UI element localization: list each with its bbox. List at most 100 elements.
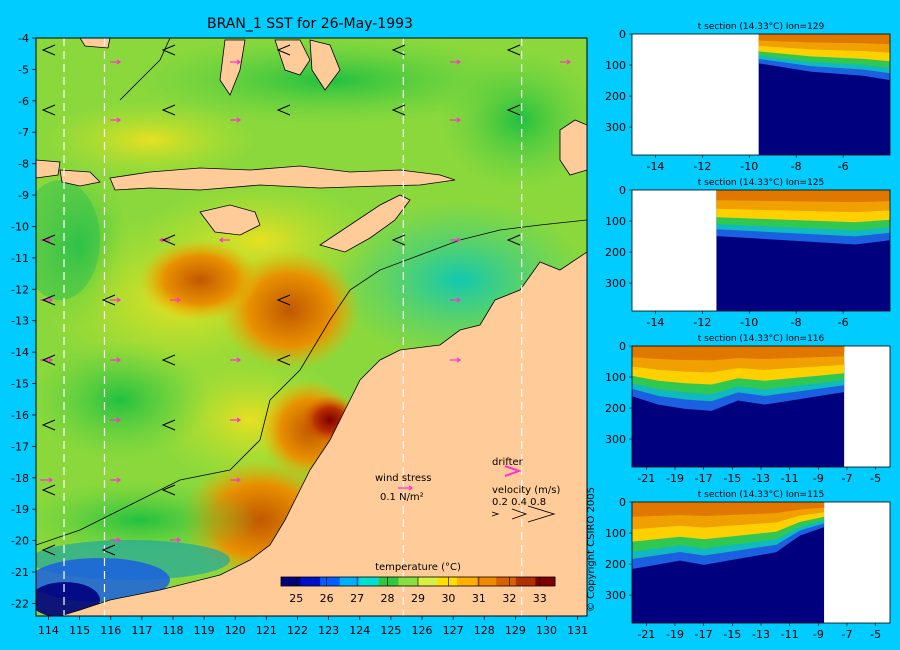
drifter-icon xyxy=(504,465,522,477)
section-y-tick-label: 300 xyxy=(605,121,626,134)
map-lon-tick-label: 124 xyxy=(349,624,370,637)
section-y-tick-label: 100 xyxy=(605,215,626,228)
island-sulawesi-south xyxy=(219,39,246,96)
colorbar: temperature (°C) 25 26 27 28 29 30 31 32 33 xyxy=(280,562,556,605)
map-lon-tick-label: 120 xyxy=(225,624,246,637)
map-lat-tick-label: -10 xyxy=(11,220,29,233)
isobath-contour xyxy=(36,219,587,546)
section-x-tick-label: -14 xyxy=(646,160,664,173)
section-y-tick-label: 100 xyxy=(605,59,626,72)
section-x-tick-label: -9 xyxy=(813,472,824,485)
section-x-tick-label: -11 xyxy=(781,628,799,641)
map-lat-tick-label: -21 xyxy=(11,566,29,579)
australia-landmass xyxy=(59,251,587,616)
wind-stress-unit: 0.1 N/m² xyxy=(380,492,424,503)
colorbar-cells xyxy=(281,577,556,586)
map-lat-tick-label: -12 xyxy=(11,283,29,296)
colorbar-tick-label: 33 xyxy=(533,592,547,605)
colorbar-tick-label: 29 xyxy=(411,592,425,605)
section-panel-3: t section (14.33°C) lon=116 0 100 200 300 -21… xyxy=(605,334,891,485)
map-lat-tick-label: -17 xyxy=(11,440,29,453)
map-lon-tick-label: 114 xyxy=(38,624,59,637)
colorbar-cell xyxy=(476,577,497,586)
section-x-tick-label: -7 xyxy=(842,472,853,485)
map-lon-tick-label: 131 xyxy=(567,624,588,637)
section-y-tick-label: 300 xyxy=(605,433,626,446)
section-frame xyxy=(631,33,891,156)
map-lon-tick-label: 128 xyxy=(474,624,495,637)
section-panel-2: t section (14.33°C) lon=125 0 100 200 300 -14… xyxy=(605,178,891,329)
map-lat-tick-label: -4 xyxy=(18,32,29,45)
section-x-tick-label: -12 xyxy=(693,316,711,329)
land xyxy=(36,38,587,616)
colorbar-tick-label: 32 xyxy=(502,592,516,605)
section-temperature-layer xyxy=(632,346,845,361)
section-lines xyxy=(63,38,523,616)
map-lon-tick-label: 130 xyxy=(536,624,557,637)
colorbar-tick-label: 30 xyxy=(441,592,455,605)
map-legend: wind stress 0.1 N/m² drifter velocity (m… xyxy=(375,457,560,523)
colorbar-cell xyxy=(437,577,458,586)
map-lat-tick-label: -8 xyxy=(18,158,29,171)
section-temperature-layer xyxy=(758,34,890,45)
section-x-tick-label: -13 xyxy=(752,472,770,485)
colorbar-tick-label: 26 xyxy=(320,592,334,605)
section-x-tick-label: -14 xyxy=(646,316,664,329)
colorbar-cell xyxy=(320,577,341,586)
colorbar-tick-label: 31 xyxy=(472,592,486,605)
map-lat-axis: -4 -5 -6 -7 -8 -9 -10 -11 -12 -13 -14 -15 -16 -17 -18 -… xyxy=(11,32,36,610)
section-panel-4: t section (14.33°C) lon=115 0 100 200 300 -21… xyxy=(605,490,891,641)
map-lon-tick-label: 118 xyxy=(162,624,183,637)
section-x-tick-label: -11 xyxy=(781,472,799,485)
colorbar-cell xyxy=(515,577,536,586)
map-lon-tick-label: 127 xyxy=(443,624,464,637)
map-lat-tick-label: -19 xyxy=(11,503,29,516)
map-lon-tick-label: 126 xyxy=(412,624,433,637)
island-timor xyxy=(319,194,411,253)
colorbar-cell xyxy=(300,577,321,586)
velocity-values: 0.2 0.4 0.8 xyxy=(492,497,546,508)
section-y-tick-label: 0 xyxy=(619,28,626,41)
map-lat-tick-label: -14 xyxy=(11,346,29,359)
map-lat-tick-label: -7 xyxy=(18,126,29,139)
colorbar-cell xyxy=(418,577,439,586)
section-y-tick-label: 0 xyxy=(619,340,626,353)
section-y-tick-label: 100 xyxy=(605,527,626,540)
island-sumba xyxy=(199,204,261,236)
section-x-tick-label: -15 xyxy=(723,628,741,641)
map-frame xyxy=(35,37,588,617)
section-x-tick-label: -17 xyxy=(695,628,713,641)
map-lon-tick-label: 115 xyxy=(69,624,90,637)
colorbar-tick-label: 27 xyxy=(350,592,364,605)
sst-map xyxy=(36,38,587,616)
colorbar-cell xyxy=(398,577,419,586)
map-lat-tick-label: -9 xyxy=(18,189,29,202)
section-y-tick-label: 300 xyxy=(605,277,626,290)
section-x-tick-label: -19 xyxy=(666,628,684,641)
map-lat-tick-label: -22 xyxy=(11,597,29,610)
wind-stress-key-arrow xyxy=(398,485,414,491)
section-x-tick-label: -9 xyxy=(813,628,824,641)
section-x-tick-label: -15 xyxy=(723,472,741,485)
velocity-label: velocity (m/s) xyxy=(492,485,560,496)
island-java-east xyxy=(36,159,61,179)
map-lat-tick-label: -11 xyxy=(11,252,29,265)
section-temperature-layer xyxy=(716,190,890,203)
colorbar-ticks: 25 26 27 28 29 30 31 32 33 xyxy=(289,577,547,605)
section-panels: t section (14.33°C) lon=129 0 100 200 300 -14… xyxy=(605,22,891,641)
section-land xyxy=(632,208,717,311)
section-x-tick-label: -13 xyxy=(752,628,770,641)
section-y-tick-label: 300 xyxy=(605,589,626,602)
island-nw-corner xyxy=(79,38,111,49)
colorbar-title: temperature (°C) xyxy=(375,562,461,573)
map-lon-axis: 114 115 116 117 118 119 120 121 122 123 124 125 126 1… xyxy=(38,616,588,637)
map-lon-tick-label: 129 xyxy=(505,624,526,637)
section-y-tick-label: 0 xyxy=(619,496,626,509)
drifter-label: drifter xyxy=(492,457,524,468)
section-y-tick-label: 200 xyxy=(605,90,626,103)
map-lat-tick-label: -6 xyxy=(18,95,29,108)
section-y-tick-label: 100 xyxy=(605,371,626,384)
section-y-tick-label: 200 xyxy=(605,402,626,415)
section-x-tick-label: -21 xyxy=(637,628,655,641)
